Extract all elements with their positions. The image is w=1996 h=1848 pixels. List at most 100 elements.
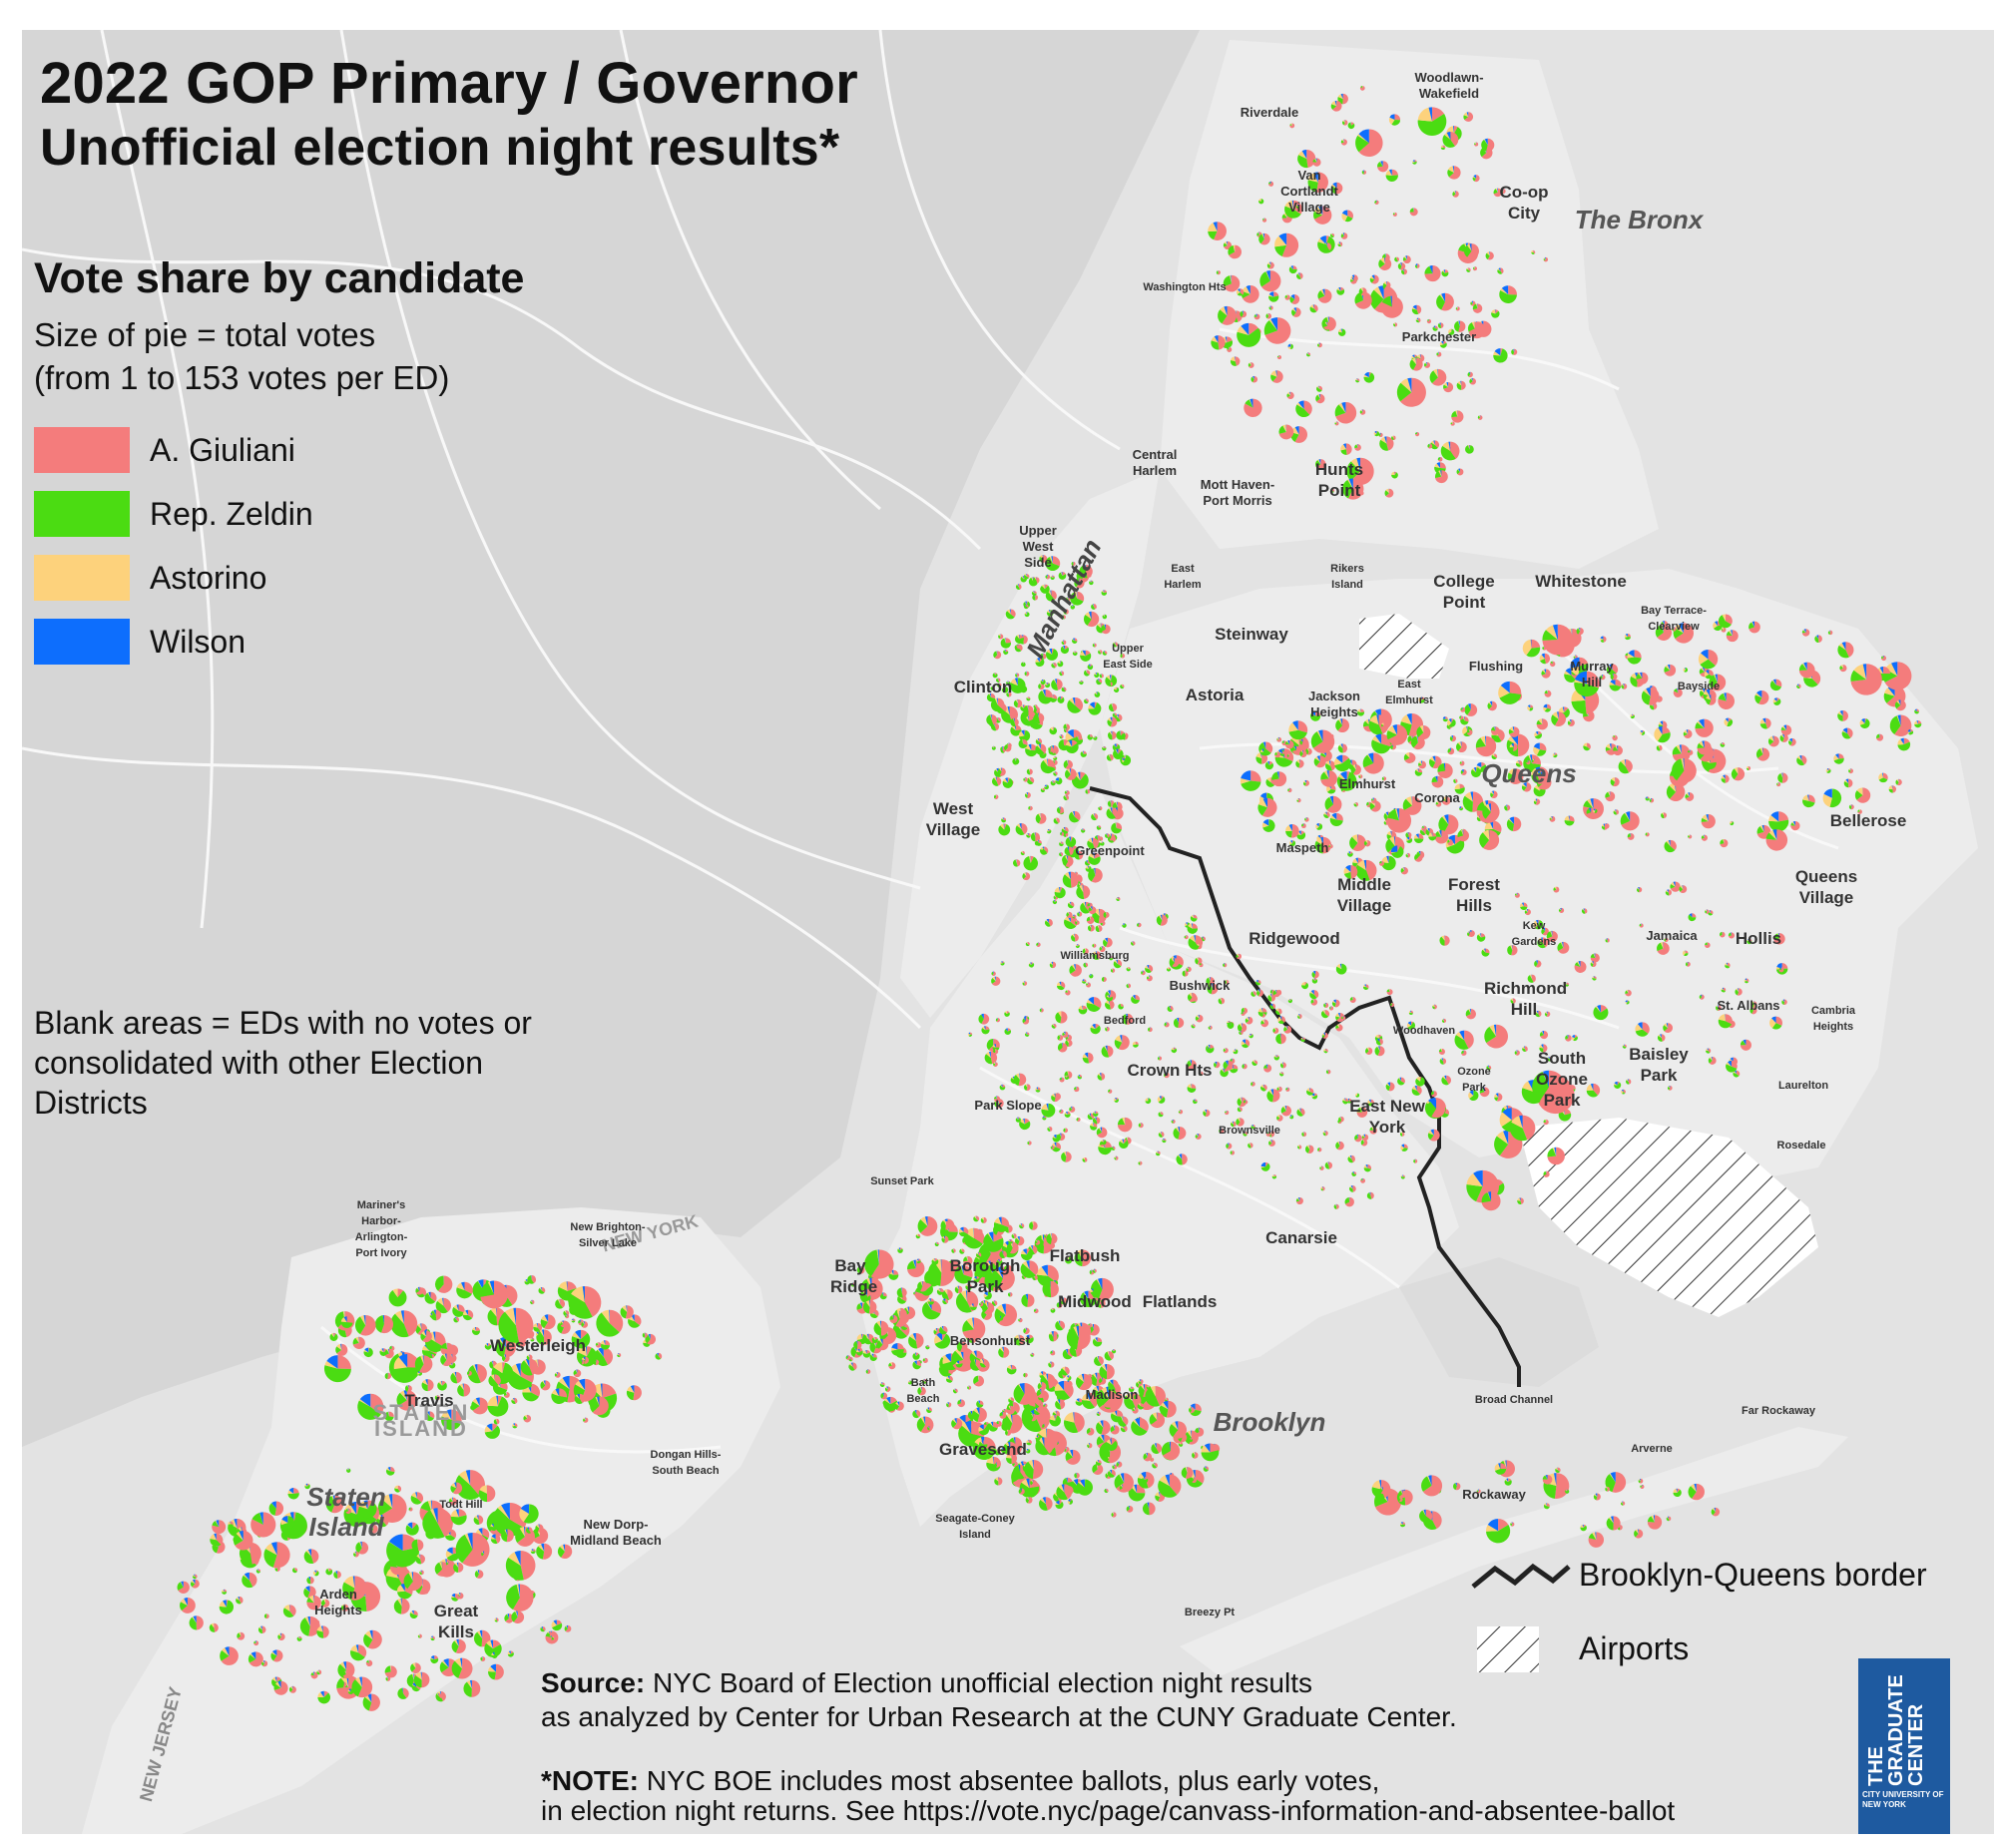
- ed-vote-pie: [1228, 244, 1242, 259]
- pie-slice: [1428, 443, 1433, 449]
- pie-slice: [1284, 206, 1301, 219]
- ed-vote-pie: [1728, 932, 1735, 939]
- pie-slice: [1394, 114, 1401, 121]
- ed-vote-pie: [1718, 1014, 1733, 1029]
- ed-vote-pie: [1059, 1109, 1064, 1115]
- pie-slice: [1248, 362, 1251, 366]
- ed-vote-pie: [1663, 1023, 1674, 1033]
- pie-slice: [1467, 243, 1479, 259]
- pie-slice: [1265, 313, 1269, 319]
- pie-slice: [1313, 206, 1332, 225]
- pie-slice: [1424, 362, 1428, 365]
- pie-slice: [1493, 351, 1501, 356]
- pie-slice: [1326, 242, 1327, 247]
- pie-slice: [1400, 378, 1412, 393]
- ed-vote-pie: [1744, 978, 1749, 984]
- pie-slice: [1388, 169, 1392, 176]
- ed-vote-pie: [1005, 609, 1016, 620]
- pie-slice: [1242, 286, 1250, 294]
- ed-vote-pie: [1051, 663, 1057, 669]
- ed-vote-pie: [1437, 322, 1444, 328]
- ed-vote-pie: [1178, 1110, 1184, 1115]
- pie-slice: [1351, 277, 1354, 281]
- pie-slice: [1455, 306, 1460, 311]
- ed-vote-pie: [1641, 688, 1660, 705]
- pie-slice: [1268, 295, 1279, 302]
- ed-vote-pie: [1850, 664, 1882, 695]
- pie-slice: [1354, 444, 1361, 451]
- ed-vote-pie: [1781, 999, 1787, 1006]
- ed-vote-pie: [1380, 295, 1403, 318]
- ed-vote-pie: [1725, 962, 1731, 969]
- pie-slice: [1337, 94, 1343, 100]
- ed-vote-pie: [1452, 191, 1459, 198]
- ed-vote-pie: [1825, 768, 1831, 773]
- pie-slice: [1393, 435, 1396, 441]
- ed-vote-pie: [1640, 729, 1646, 735]
- ed-vote-pie: [1051, 679, 1063, 691]
- pie-slice: [1342, 479, 1353, 499]
- ed-vote-pie: [1822, 788, 1842, 808]
- pie-slice: [1268, 305, 1271, 308]
- pie-slice: [1396, 382, 1412, 402]
- pie-slice: [1443, 340, 1447, 345]
- ed-vote-pie: [1534, 730, 1543, 739]
- ed-vote-pie: [1359, 409, 1366, 415]
- ed-vote-pie: [1490, 790, 1498, 798]
- pie-slice: [1357, 444, 1358, 448]
- ed-vote-pie: [1059, 734, 1064, 739]
- ed-vote-pie: [1625, 989, 1632, 997]
- road: [22, 247, 982, 551]
- ed-vote-pie: [1541, 669, 1551, 679]
- ed-vote-pie: [1329, 232, 1335, 237]
- pie-slice: [1360, 409, 1363, 413]
- pie-slice: [1356, 457, 1361, 472]
- pie-slice: [1248, 322, 1258, 335]
- pie-slice: [1500, 348, 1503, 356]
- ed-vote-pie: [1605, 791, 1616, 802]
- ed-vote-pie: [1370, 797, 1377, 803]
- ed-vote-pie: [1450, 421, 1455, 426]
- pie-slice: [1307, 180, 1318, 193]
- pie-slice: [1266, 313, 1269, 316]
- map-canvas[interactable]: 2022 GOP Primary / Governor Unofficial e…: [22, 30, 1994, 1834]
- pie-slice: [1494, 309, 1496, 314]
- pie-slice: [1498, 267, 1501, 271]
- pie-slice: [1340, 449, 1347, 455]
- pie-slice: [1334, 421, 1337, 424]
- pie-slice: [1442, 269, 1445, 273]
- pie-slice: [1393, 322, 1396, 325]
- ed-vote-pie: [1459, 760, 1465, 766]
- ed-vote-pie: [1071, 933, 1079, 942]
- pie-slice: [1047, 682, 1050, 686]
- ed-vote-pie: [1543, 703, 1552, 712]
- ed-vote-pie: [1184, 935, 1189, 940]
- ed-vote-pie: [1045, 574, 1051, 580]
- pie-slice: [1317, 343, 1320, 347]
- ed-vote-pie: [1108, 682, 1113, 687]
- pie-slice: [1356, 444, 1358, 448]
- pie-slice: [1443, 382, 1449, 388]
- pie-slice: [1439, 293, 1446, 302]
- pie-slice: [1443, 384, 1449, 389]
- pie-slice: [1277, 355, 1279, 358]
- ed-vote-pie: [1467, 371, 1473, 378]
- pie-slice: [1500, 267, 1504, 274]
- road: [1119, 926, 1620, 1030]
- road: [22, 746, 922, 1030]
- pie-slice: [1466, 112, 1469, 118]
- pie-slice: [1373, 286, 1384, 299]
- pie-slice: [1497, 269, 1503, 274]
- pie-slice: [1325, 235, 1329, 245]
- ed-vote-pie: [1706, 694, 1717, 705]
- ed-vote-pie: [1497, 267, 1504, 274]
- ed-vote-pie: [1040, 758, 1056, 774]
- pie-slice: [1429, 370, 1438, 384]
- pie-slice: [1495, 188, 1498, 193]
- pie-slice: [1342, 443, 1346, 450]
- ed-vote-pie: [1250, 1081, 1255, 1087]
- pie-slice: [1258, 233, 1264, 244]
- pie-slice: [1340, 444, 1346, 451]
- pie-slice: [1443, 269, 1445, 273]
- ed-vote-pie: [1059, 671, 1065, 677]
